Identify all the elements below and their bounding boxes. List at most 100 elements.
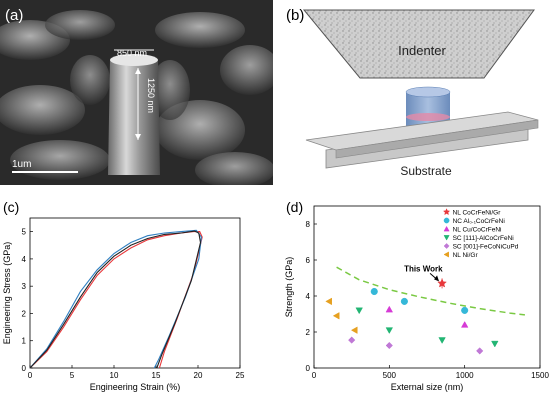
triangle-down-marker (385, 327, 394, 335)
triangle-up-marker (385, 305, 394, 313)
legend-entry: NL Cu/CoCrFeNi (443, 225, 502, 233)
y-tick-label: 2 (22, 309, 27, 318)
panel-d-label: (d) (286, 199, 303, 215)
sem-image: (a) 850 nm 1250 nm 1um (0, 0, 280, 188)
data-point (460, 320, 469, 328)
circle-marker (461, 306, 469, 314)
triangle-left-marker (332, 312, 340, 320)
legend-label: NL Ni/Gr (453, 252, 479, 259)
x-axis-title: Engineering Strain (%) (90, 382, 181, 392)
substrate-label: Substrate (400, 164, 452, 178)
x-tick-label: 5 (70, 371, 75, 380)
data-point (350, 326, 358, 334)
triangle-down-marker (438, 337, 446, 344)
triangle-down-marker (355, 307, 363, 315)
y-axis-title: Engineering Stress (GPa) (2, 242, 12, 345)
diamond-legend-marker (443, 243, 450, 249)
diamond-marker (348, 336, 356, 344)
plot-frame (313, 205, 541, 369)
data-point (370, 287, 378, 296)
legend-label: SC [001]-FeCoNiCuPd (453, 243, 519, 250)
data-point (491, 340, 499, 348)
circle-marker (370, 287, 378, 296)
data-point (461, 306, 469, 314)
strength-size-chart: (d) 0 500 1000 1500 0 2 4 6 8 NL CoCrFeNi/Gr NC A… (284, 199, 549, 392)
y-tick-label: 0 (306, 364, 311, 373)
width-label: 850 nm (117, 48, 147, 58)
scale-label: 1um (12, 159, 31, 170)
micropillar (108, 54, 160, 175)
dimension-lines (12, 49, 154, 173)
stress-strain-chart: (c) 0 5 10 15 20 25 0 1 2 3 4 5 Engineering Strain … (2, 199, 245, 392)
y-tick-label: 5 (22, 228, 27, 237)
triangle-up-legend-marker (443, 225, 450, 232)
panel-d: (d) 0 500 1000 1500 0 2 4 6 8 NL CoCrFeNi/Gr NC A… (276, 196, 550, 401)
panel-a: (a) 850 nm 1250 nm 1um (0, 0, 280, 188)
height-label: 1250 nm (146, 78, 156, 113)
legend-entry: NC Al₀.₁CoCrFeNi (443, 217, 505, 225)
indenter (302, 9, 535, 79)
legend-entry: NL Ni/Gr (443, 251, 479, 259)
star-marker (437, 278, 447, 288)
diamond-marker (476, 347, 484, 355)
y-tick-label: 4 (306, 292, 311, 301)
legend-label: NL CoCrFeNi/Gr (453, 209, 502, 216)
data-point (355, 307, 363, 315)
data-point (400, 297, 408, 305)
y-tick-label: 6 (306, 256, 311, 265)
triangle-left-marker (325, 297, 332, 306)
this-work-annotation: This Work (404, 264, 443, 273)
data-point (348, 336, 356, 344)
trend-line (336, 266, 525, 316)
panel-a-label: (a) (5, 7, 23, 24)
x-tick-label: 0 (28, 371, 33, 380)
x-tick-label: 25 (236, 371, 245, 380)
data-point (438, 337, 446, 344)
stress-strain-curve-2 (29, 229, 202, 369)
legend-entry: SC [111]-AlCoCrFeNi (443, 235, 514, 242)
indenter-label: Indenter (398, 43, 446, 58)
data-point (437, 278, 447, 289)
legend-label: NL Cu/CoCrFeNi (453, 226, 502, 233)
legend-entry: NL CoCrFeNi/Gr (442, 208, 502, 216)
stress-strain-curve-3 (29, 230, 202, 369)
panel-c: (c) 0 5 10 15 20 25 0 1 2 3 4 5 Engineering Strain … (0, 196, 273, 401)
star-legend-marker (442, 208, 451, 216)
panel-b: (b) Indenter Substrate (276, 0, 550, 190)
y-tick-label: 1 (22, 337, 27, 346)
data-point (385, 305, 394, 313)
x-tick-label: 1000 (456, 371, 474, 380)
data-point (476, 347, 484, 355)
x-tick-label: 500 (383, 371, 397, 380)
arrow-head (434, 275, 440, 282)
triangle-down-marker (491, 340, 499, 348)
y-tick-label: 4 (22, 255, 27, 264)
sem-texture (0, 10, 280, 188)
panel-c-label: (c) (3, 199, 19, 215)
legend-label: SC [111]-AlCoCrFeNi (453, 235, 514, 242)
triangle-up-marker (460, 320, 469, 328)
circle-legend-marker (443, 217, 450, 224)
data-point (332, 312, 340, 320)
x-tick-label: 1500 (531, 371, 549, 380)
data-point (385, 327, 394, 335)
x-tick-label: 20 (194, 371, 203, 380)
triangle-down-legend-marker (443, 235, 450, 241)
data-point (385, 341, 393, 350)
x-axis-title: External size (nm) (391, 382, 464, 392)
plot-frame (29, 217, 241, 369)
legend-label: NC Al₀.₁CoCrFeNi (453, 218, 505, 225)
y-tick-label: 2 (306, 328, 311, 337)
y-tick-label: 3 (22, 282, 27, 291)
schematic: (b) Indenter Substrate (286, 7, 539, 178)
x-tick-label: 15 (152, 371, 161, 380)
circle-marker (400, 297, 408, 305)
legend-entry: SC [001]-FeCoNiCuPd (443, 243, 519, 250)
x-tick-label: 10 (110, 371, 119, 380)
x-tick-label: 0 (312, 371, 317, 380)
y-axis-title: Strength (GPa) (284, 257, 294, 318)
diamond-marker (385, 341, 393, 350)
triangle-left-marker (350, 326, 358, 334)
y-tick-label: 0 (22, 364, 27, 373)
data-point (325, 297, 332, 306)
